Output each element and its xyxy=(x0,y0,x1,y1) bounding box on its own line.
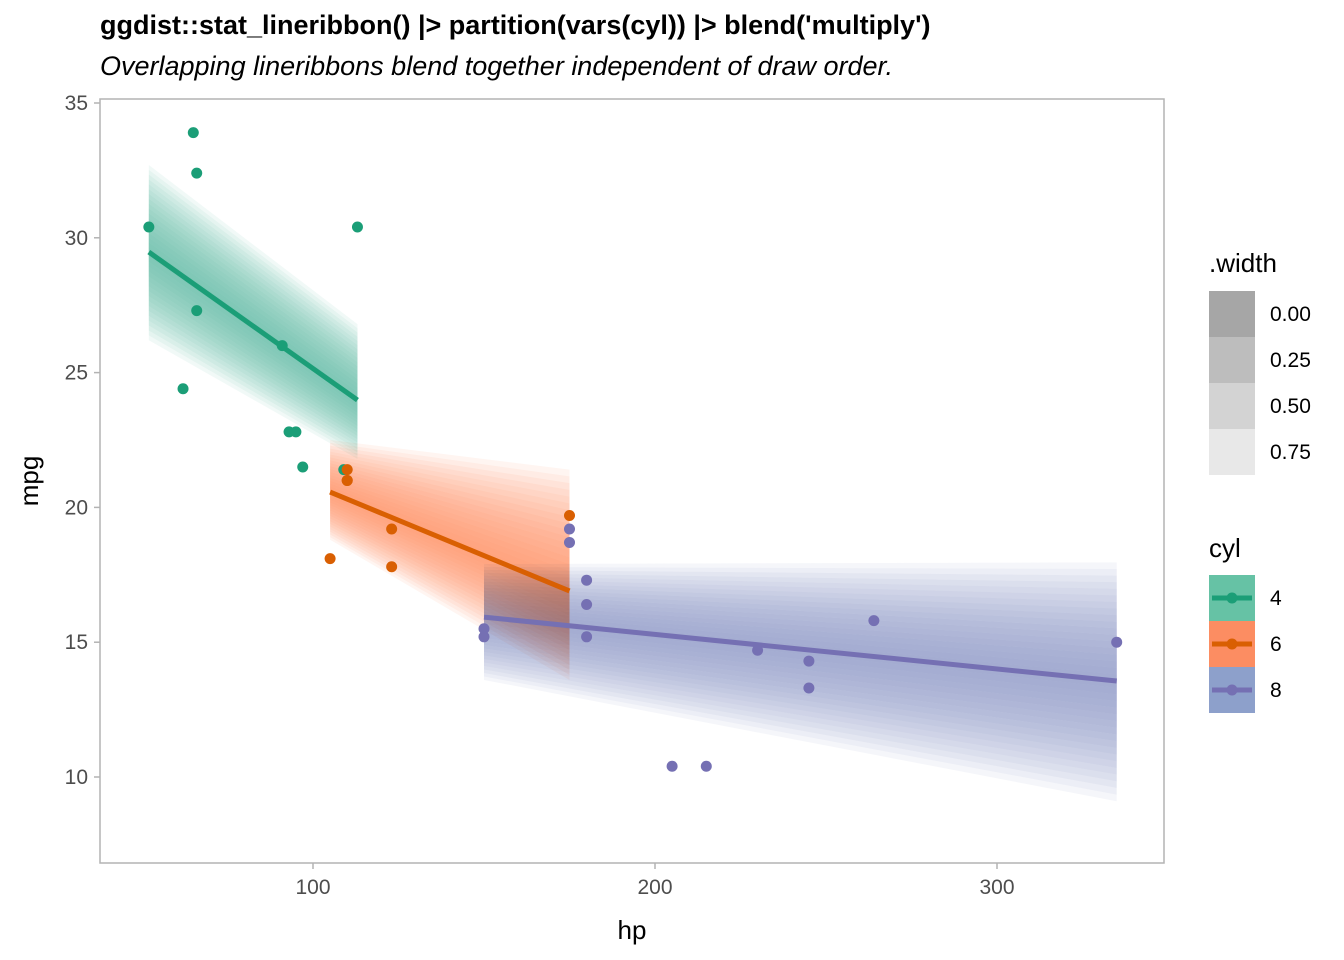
data-point xyxy=(386,561,398,573)
x-tick-label: 300 xyxy=(979,876,1014,899)
fit-line-cyl-8 xyxy=(483,614,1117,684)
data-point xyxy=(143,221,155,233)
y-tick-label: 30 xyxy=(65,227,88,250)
data-point xyxy=(478,631,490,643)
legend-cyl-point xyxy=(1226,638,1238,650)
y-tick-label: 25 xyxy=(65,362,88,385)
data-point xyxy=(581,631,593,643)
data-point xyxy=(803,655,815,667)
data-point xyxy=(803,682,815,694)
x-axis-title: hp xyxy=(618,915,647,945)
panel-border xyxy=(99,98,1165,864)
data-point xyxy=(478,623,490,635)
ribbon-cyl-4 xyxy=(148,165,358,459)
y-axis-title: mpg xyxy=(14,456,44,507)
ribbon-band xyxy=(148,165,358,459)
data-point xyxy=(666,760,678,772)
x-tick-label: 100 xyxy=(295,876,330,899)
data-point xyxy=(752,644,764,656)
data-point xyxy=(1111,636,1123,648)
data-point xyxy=(341,474,353,486)
data-point xyxy=(324,553,336,565)
data-point xyxy=(341,464,353,476)
data-point xyxy=(187,127,199,139)
data-point xyxy=(177,383,189,395)
ribbons xyxy=(148,165,1117,802)
ribbon-band xyxy=(484,562,1117,802)
legend-width-swatch xyxy=(1209,429,1255,475)
legend-width-title: .width xyxy=(1209,248,1277,278)
data-point xyxy=(868,615,880,627)
points xyxy=(143,127,1123,772)
data-point xyxy=(386,523,398,535)
data-point xyxy=(700,760,712,772)
legend-width-swatch xyxy=(1209,337,1255,383)
fit-line-cyl-6 xyxy=(329,489,571,594)
legend-cyl-label: 6 xyxy=(1270,633,1282,656)
fit-lines xyxy=(147,250,1117,684)
legend-cyl-title: cyl xyxy=(1209,533,1241,563)
y-tick-label: 35 xyxy=(65,92,88,115)
data-point xyxy=(581,598,593,610)
legend-width-label: 0.75 xyxy=(1270,441,1311,464)
x-tick-label: 200 xyxy=(637,876,672,899)
chart-title: ggdist::stat_lineribbon() |> partition(v… xyxy=(100,10,931,40)
data-point xyxy=(276,340,288,352)
legend-width-swatch xyxy=(1209,291,1255,337)
data-point xyxy=(351,221,363,233)
legend-cyl-point xyxy=(1226,592,1238,604)
legend-cyl-label: 8 xyxy=(1270,679,1282,702)
data-point xyxy=(564,536,575,548)
data-point xyxy=(191,167,203,179)
legend-cyl-label: 4 xyxy=(1270,587,1282,610)
legend-width-label: 0.50 xyxy=(1270,395,1311,418)
fit-line-cyl-4 xyxy=(147,250,359,403)
y-tick-label: 15 xyxy=(65,631,88,654)
data-point xyxy=(297,461,309,473)
legend-width-label: 0.25 xyxy=(1270,349,1311,372)
ribbon-cyl-8 xyxy=(484,562,1117,802)
chart-subtitle: Overlapping lineribbons blend together i… xyxy=(100,51,894,81)
data-point xyxy=(581,574,593,586)
data-point xyxy=(564,523,575,535)
data-point xyxy=(191,305,203,317)
data-point xyxy=(564,509,575,521)
y-tick-label: 20 xyxy=(65,496,88,519)
y-tick-label: 10 xyxy=(65,766,88,789)
legend-cyl-point xyxy=(1226,684,1238,696)
legend-width-swatch xyxy=(1209,383,1255,429)
legend-width-label: 0.00 xyxy=(1270,303,1311,326)
data-point xyxy=(290,426,302,438)
